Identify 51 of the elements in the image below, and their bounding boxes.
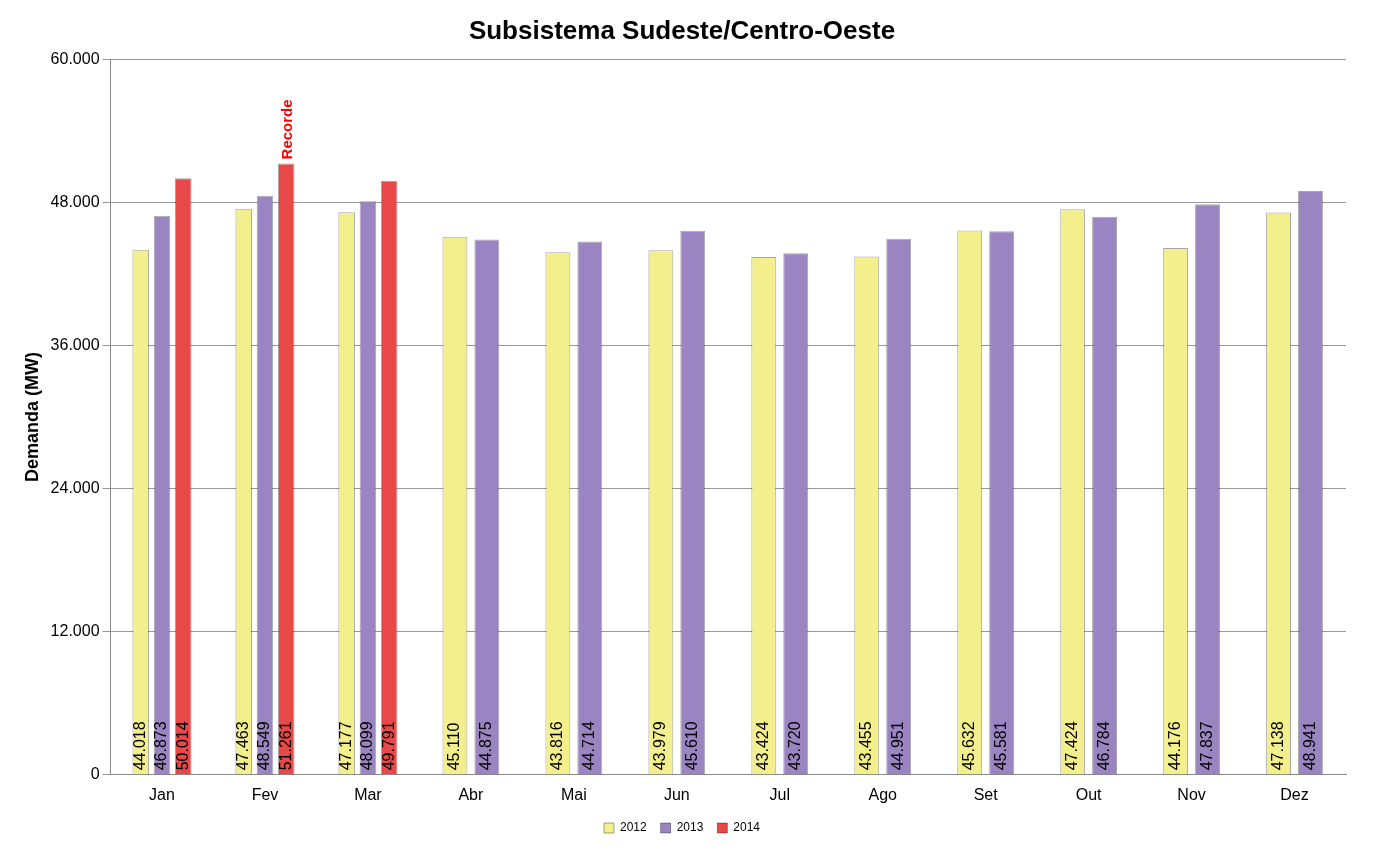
data-label: 47.424 — [1063, 721, 1081, 771]
y-tick-label: 36.000 — [50, 335, 100, 353]
x-tick-label: Mar — [354, 785, 383, 803]
data-label: 43.816 — [548, 721, 566, 771]
data-label: 47.837 — [1197, 721, 1215, 771]
data-label: 44.714 — [580, 721, 598, 771]
data-label: 48.549 — [255, 721, 273, 771]
data-label: 46.873 — [152, 721, 170, 771]
data-label: 44.951 — [889, 721, 907, 771]
x-tick-label: Abr — [458, 785, 484, 803]
legend-label: 2013 — [676, 820, 704, 835]
y-tick-label: 48.000 — [50, 192, 100, 210]
y-tick-label: 24.000 — [50, 478, 100, 496]
x-tick-label: Set — [973, 785, 999, 803]
data-label: 45.581 — [992, 721, 1010, 771]
data-label: 47.463 — [234, 721, 252, 771]
data-label: 45.110 — [445, 722, 463, 771]
data-label: 44.018 — [131, 721, 149, 771]
data-label: 50.014 — [173, 721, 191, 771]
data-label: 43.720 — [786, 721, 804, 771]
data-label: 49.791 — [379, 721, 397, 771]
x-tick-label: Jan — [149, 785, 175, 803]
legend-label: 2012 — [619, 820, 647, 835]
data-label: 44.875 — [477, 721, 495, 771]
x-tick-label: Mai — [560, 785, 587, 803]
x-tick-label: Jun — [663, 785, 690, 803]
data-label: 43.424 — [754, 721, 772, 771]
data-label: 43.455 — [857, 721, 875, 771]
data-label: 43.979 — [651, 721, 669, 771]
data-label: 45.610 — [683, 721, 701, 771]
data-label: 45.632 — [960, 721, 978, 771]
data-label: 47.138 — [1268, 721, 1286, 771]
y-tick-label: 12.000 — [50, 622, 100, 640]
y-axis-title: Demanda (MW) — [21, 352, 42, 482]
x-tick-label: Nov — [1177, 785, 1206, 803]
data-label: 47.177 — [337, 721, 355, 771]
data-label: 51.261 — [276, 721, 294, 771]
y-tick-label: 60.000 — [50, 49, 100, 67]
data-label: 44.176 — [1166, 721, 1184, 771]
x-tick-label: Dez — [1280, 785, 1309, 803]
data-label: 48.941 — [1300, 721, 1318, 771]
x-tick-label: Fev — [251, 785, 279, 803]
x-tick-label: Out — [1075, 785, 1103, 803]
legend-label: 2014 — [733, 820, 761, 835]
y-tick-label: 0 — [90, 765, 100, 783]
chart-title: Subsistema Sudeste/Centro-Oeste — [468, 14, 896, 45]
x-tick-label: Ago — [868, 785, 898, 803]
data-label: 48.099 — [358, 721, 376, 771]
annotation: Recorde — [278, 99, 296, 160]
data-label: 46.784 — [1094, 721, 1112, 771]
x-tick-label: Jul — [769, 785, 790, 803]
